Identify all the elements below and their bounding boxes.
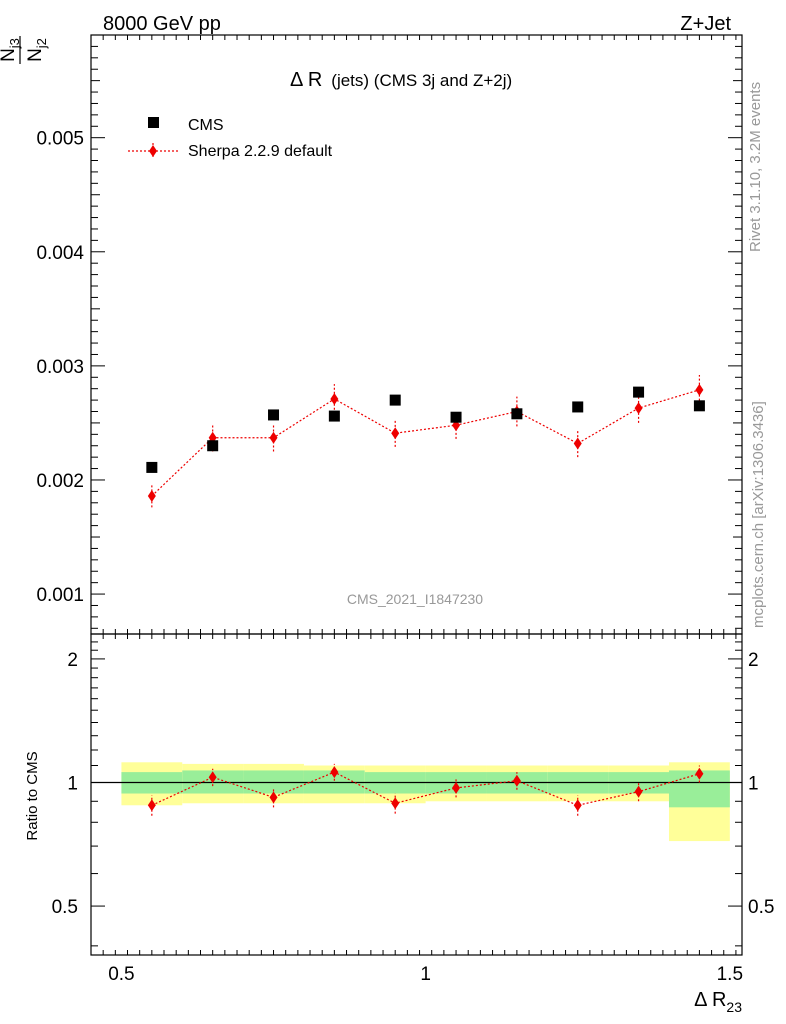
main-y-tick-label: 0.002 — [36, 471, 84, 492]
rivet-label: Rivet 3.1.10, 3.2M events — [747, 82, 764, 252]
cms-point — [146, 461, 158, 473]
sherpa-ratio-point — [330, 766, 339, 779]
ratio-y-tick-label-right: 2 — [748, 650, 759, 671]
cms-point — [511, 408, 523, 420]
sherpa-ratio-point — [391, 797, 400, 810]
mcplots-label: mcplots.cern.ch [arXiv:1306.3436] — [750, 401, 767, 628]
legend-sherpa-label: Sherpa 2.2.9 default — [188, 143, 333, 160]
x-tick-label: 0.5 — [108, 964, 134, 985]
sherpa-main-point — [330, 392, 339, 405]
sherpa-main-point — [391, 427, 400, 440]
cms-point — [389, 394, 401, 406]
ratio-y-tick-label-right: 1 — [748, 773, 759, 794]
ratio-y-tick-label: 0.5 — [52, 897, 78, 918]
main-y-tick-label: 0.004 — [36, 243, 84, 264]
x-tick-label: 1 — [420, 964, 431, 985]
legend-cms-marker — [148, 117, 159, 128]
header-left: 8000 GeV pp — [103, 13, 221, 35]
sherpa-main-point — [147, 489, 156, 502]
sherpa-ratio-point — [573, 799, 582, 812]
x-axis-label: Δ R23 — [694, 989, 742, 1015]
legend-sherpa-marker — [149, 145, 157, 157]
sherpa-ratio-line — [151, 771, 700, 806]
sherpa-main-point — [573, 437, 582, 450]
ratio-y-tick-label: 1 — [67, 773, 78, 794]
legend-cms-label: CMS — [188, 117, 224, 134]
sherpa-ratio-point — [695, 767, 704, 780]
axis-ticks: 0.5 1 1.5 0.001 0.002 0.003 0.004 0.005 0.5 0.5 1 1… — [36, 35, 774, 985]
main-y-tick-label: 0.005 — [36, 129, 84, 150]
main-y-tick-label: 0.003 — [36, 357, 84, 378]
cms-point — [207, 440, 219, 452]
sherpa-main-point — [695, 383, 704, 396]
ratio-y-label: Ratio to CMS — [24, 751, 41, 840]
sherpa-ratio-point — [208, 771, 217, 784]
cms-point — [693, 400, 705, 412]
ratio-y-tick-label: 2 — [67, 650, 78, 671]
sherpa-ratio-point — [147, 799, 156, 812]
sherpa-main-line — [151, 389, 700, 497]
sherpa-ratio-point — [634, 785, 643, 798]
x-tick-label: 1.5 — [717, 964, 743, 985]
sherpa-ratio-point — [512, 774, 521, 787]
ratio-y-tick-label-right: 0.5 — [748, 897, 774, 918]
ratio-plot-frame — [90, 633, 743, 956]
sherpa-main-point — [634, 402, 643, 415]
data-points — [146, 375, 705, 816]
y-axis-label: Nj3 Nj2 — [0, 36, 49, 64]
main-y-tick-label: 0.001 — [36, 585, 84, 606]
cms-point — [450, 411, 462, 423]
cms-point — [328, 410, 340, 422]
plot-title-suffix: (jets) (CMS 3j and Z+2j) — [331, 71, 512, 90]
cms-point — [572, 401, 584, 413]
sherpa-ratio-point — [269, 791, 278, 804]
axes-frames — [90, 34, 743, 956]
plot-title: Δ R (jets) (CMS 3j and Z+2j) — [290, 69, 512, 91]
header-right: Z+Jet — [680, 13, 731, 35]
y-label-numerator: Nj3 — [0, 38, 22, 62]
watermark: CMS_2021_I1847230 — [347, 591, 483, 607]
sherpa-main-point — [269, 431, 278, 444]
plot-title-main: Δ R — [290, 69, 322, 91]
cms-point — [633, 386, 645, 398]
sherpa-ratio-point — [452, 781, 461, 794]
cms-point — [268, 409, 280, 421]
y-label-denominator: Nj2 — [25, 38, 49, 62]
